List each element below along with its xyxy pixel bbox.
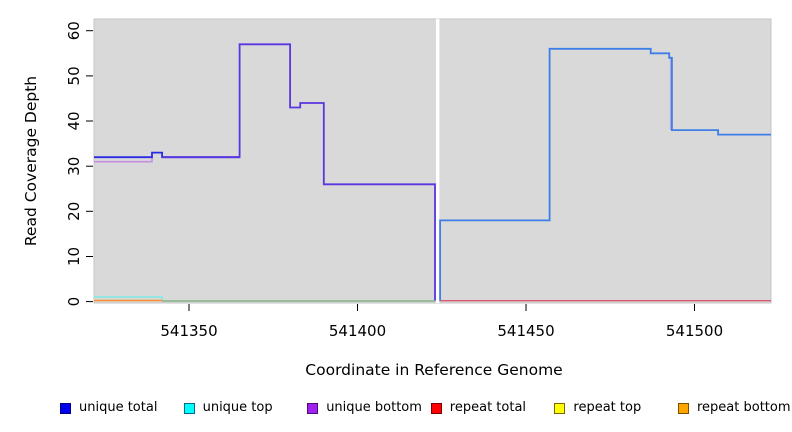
y-tick-label: 10: [65, 247, 83, 266]
series-unique-total-bottom-peak: [162, 43, 436, 301]
y-tick-label: 40: [65, 111, 83, 130]
series-unique-top-left: [94, 296, 163, 301]
y-tick-label: 20: [65, 202, 83, 221]
y-tick-label: 30: [65, 157, 83, 176]
legend-label-unique-bottom: unique bottom: [326, 400, 422, 415]
legend-item-unique-top: unique top: [183, 398, 273, 418]
legend-swatch-repeat-bottom: [678, 402, 689, 414]
coverage-gap-band: [436, 19, 440, 303]
legend-label-unique-total: unique total: [79, 400, 158, 415]
y-tick-label: 50: [65, 66, 83, 85]
legend-item-repeat-total: repeat total: [430, 398, 527, 418]
legend-label-repeat-top: repeat top: [573, 400, 642, 415]
x-tick-label: 541450: [497, 322, 554, 340]
y-tick-label: 0: [65, 297, 83, 307]
x-tick-label: 541500: [666, 322, 723, 340]
legend-swatch-repeat-top: [554, 402, 566, 414]
plot-area: [93, 18, 772, 304]
legend-label-repeat-bottom: repeat bottom: [697, 400, 791, 415]
x-tick-label: 541400: [329, 322, 386, 340]
x-axis-title: Coordinate in Reference Genome: [305, 361, 562, 379]
legend-label-repeat-total: repeat total: [449, 400, 527, 415]
legend-swatch-unique-top: [183, 402, 195, 414]
y-axis-title: Read Coverage Depth: [22, 76, 40, 246]
legend-item-repeat-bottom: repeat bottom: [678, 398, 791, 418]
coverage-chart: 541350 541400 541450 541500 0 10 20 30 40 50 60 Re…: [22, 18, 772, 379]
legend-item-unique-total: unique total: [60, 398, 157, 418]
legend-item-repeat-top: repeat top: [554, 398, 641, 418]
legend-label-unique-top: unique top: [202, 400, 273, 415]
x-tick-label: 541350: [160, 322, 217, 340]
legend-swatch-repeat-total: [430, 402, 442, 414]
legend-swatch-unique-bottom: [307, 402, 319, 414]
series-unique-total-right: [439, 47, 771, 301]
legend-swatch-unique-total: [60, 402, 71, 414]
legend-item-unique-bottom: unique bottom: [307, 398, 422, 418]
series-unique-bottom-left: [94, 157, 153, 163]
y-tick-label: 60: [65, 21, 83, 40]
